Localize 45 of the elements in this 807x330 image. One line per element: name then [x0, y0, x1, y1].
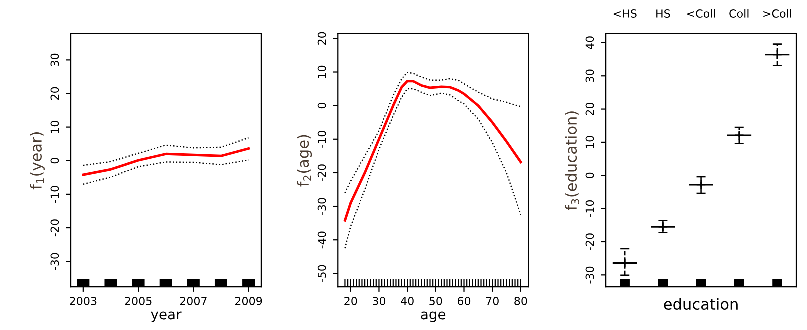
y-tick-label: 10: [586, 136, 594, 148]
x-tick-label: 80: [514, 297, 528, 306]
y-axis-title: f$_{2}$(age): [297, 135, 312, 187]
y-tick-label: -10: [586, 200, 594, 218]
x-tick-label: 20: [344, 297, 358, 306]
x-tick-label: 2005: [125, 297, 152, 306]
y-tick-label: 20: [318, 32, 326, 45]
x-tick-label: 30: [373, 297, 386, 306]
x-tick-label: 70: [486, 297, 499, 306]
y-tick-label: 20: [50, 87, 60, 100]
x-tick-label: <HS: [614, 10, 637, 18]
y-axis-title: f$_{3}$(education): [565, 112, 580, 210]
y-tick-label: -30: [586, 266, 594, 284]
x-tick-label: HS: [656, 10, 670, 18]
y-tick-label: -20: [50, 220, 60, 237]
x-tick-label: >Coll: [764, 9, 792, 18]
x-axis-title: year: [151, 312, 182, 322]
x-tick-label: 60: [458, 297, 471, 306]
y-tick-label: -10: [318, 131, 326, 148]
y-tick-label: -20: [318, 164, 326, 182]
y-tick-label: 20: [586, 102, 594, 116]
y-tick-label: 0: [318, 103, 326, 109]
y-tick-label: 10: [50, 120, 60, 134]
y-tick-label: -20: [586, 234, 594, 251]
x-axis-title: age: [421, 312, 446, 322]
x-tick-label: Coll: [730, 9, 749, 18]
y-tick-label: -50: [318, 265, 326, 282]
x-tick-label: 2007: [180, 297, 207, 306]
x-tick-label: 40: [401, 297, 414, 306]
y-tick-label: 10: [318, 66, 326, 78]
x-tick-label: <Coll: [687, 9, 716, 18]
y-tick-label: 40: [586, 36, 594, 50]
x-axis-title: education: [664, 298, 738, 310]
y-tick-label: 30: [586, 70, 594, 82]
x-tick-label: 2003: [70, 297, 97, 306]
x-tick-label: 50: [430, 297, 442, 306]
y-axis-title: f$_{1}$(year): [30, 132, 45, 190]
y-tick-label: -30: [50, 253, 60, 270]
y-tick-label: 0: [50, 158, 60, 164]
y-tick-label: -40: [318, 232, 326, 249]
x-tick-label: 2009: [235, 297, 262, 306]
y-tick-label: -10: [50, 186, 60, 203]
y-tick-label: 0: [586, 172, 594, 178]
y-tick-label: -30: [318, 198, 326, 216]
y-tick-label: 30: [50, 54, 60, 66]
